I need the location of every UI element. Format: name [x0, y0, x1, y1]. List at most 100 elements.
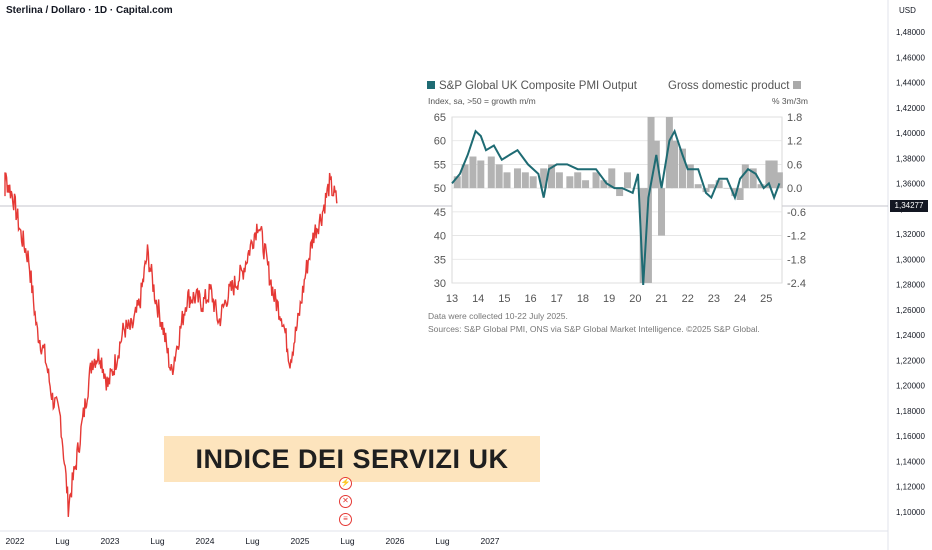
price-tick-label: 1,48000	[896, 28, 925, 37]
time-axis[interactable]: 2022 Lug 2023 Lug 2024 Lug 2025 Lug 2026 Lug 2027	[6, 536, 500, 546]
gdp-bar	[600, 180, 608, 189]
gdp-bar	[566, 176, 574, 189]
inset-year-tick: 24	[734, 293, 746, 305]
gdp-bar	[529, 176, 537, 189]
gdp-bar	[548, 164, 556, 189]
title-banner: INDICE DEI SERVIZI UK	[164, 436, 540, 482]
gdp-bar	[487, 156, 495, 189]
price-tick-label: 1,30000	[896, 255, 925, 264]
gdp-bar	[608, 168, 616, 189]
price-tick-label: 1,12000	[896, 483, 925, 492]
inset-year-tick: 19	[603, 293, 615, 305]
gdp-bar	[623, 172, 631, 189]
pmi-axis-tick: 50	[434, 183, 446, 195]
time-tick-label: Lug	[245, 536, 259, 546]
pmi-axis-tick: 35	[434, 254, 446, 266]
gdp-bar	[731, 188, 739, 197]
gdp-subtitle: % 3m/3m	[772, 96, 808, 106]
price-tick-label: 1,10000	[896, 508, 925, 517]
gdp-bar	[741, 164, 749, 189]
gdp-bar	[671, 140, 679, 189]
time-tick-label: Lug	[340, 536, 354, 546]
time-tick-label: Lug	[150, 536, 164, 546]
time-tick-label: 2025	[291, 536, 310, 546]
pmi-legend-swatch	[427, 81, 435, 89]
pmi-axis-tick: 55	[434, 159, 446, 171]
price-tick-label: 1,14000	[896, 457, 925, 466]
inset-year-tick: 14	[472, 293, 484, 305]
inset-year-tick: 21	[655, 293, 667, 305]
gdp-bar	[644, 188, 652, 283]
price-axis[interactable]: 1,48000 1,46000 1,44000 1,42000 1,40000 1,380…	[896, 28, 925, 517]
price-tick-label: 1,26000	[896, 306, 925, 315]
inset-year-tick: 23	[708, 293, 720, 305]
gdp-bar	[521, 172, 529, 189]
gdp-bar	[631, 188, 639, 189]
gbp-flag-icon[interactable]: ✕	[339, 495, 352, 508]
gdp-bar	[757, 184, 765, 189]
inset-year-tick: 15	[498, 293, 510, 305]
gdp-bar	[678, 148, 686, 189]
gdp-bar	[574, 172, 582, 189]
gdp-legend-label: Gross domestic product	[668, 80, 790, 92]
time-tick-label: 2027	[481, 536, 500, 546]
pmi-axis-tick: 60	[434, 136, 446, 148]
inset-footnote-date: Data were collected 10-22 July 2025.	[428, 311, 568, 321]
inset-footnote-sources: Sources: S&P Global PMI, ONS via S&P Glo…	[428, 324, 760, 334]
gdp-bar	[770, 160, 778, 189]
usd-flag-icon[interactable]: ≡	[339, 513, 352, 526]
gdp-bar	[707, 184, 715, 189]
gdp-bar	[647, 117, 655, 189]
time-tick-label: 2022	[6, 536, 25, 546]
inset-year-tick: 13	[446, 293, 458, 305]
gdp-bar	[749, 168, 757, 189]
price-tick-label: 1,16000	[896, 432, 925, 441]
pmi-subtitle: Index, sa, >50 = growth m/m	[428, 96, 536, 106]
gdp-bar	[665, 117, 673, 189]
gdp-bar	[513, 168, 521, 189]
chart-symbol-title[interactable]: Sterlina / Dollaro · 1D · Capital.com	[6, 5, 173, 16]
pmi-inset-chart: 65 60 55 50 45 40 35 30 1.8 1.2 0.6 0.0 -0.6 -1.2 -1.8…	[434, 112, 806, 305]
gdp-bar	[555, 172, 563, 189]
gdp-axis-tick: -1.2	[787, 231, 806, 243]
current-price-tag: 1,34277	[890, 200, 928, 212]
gdp-bar	[686, 164, 694, 189]
price-series-line	[4, 172, 338, 517]
gdp-axis-tick: 0.0	[787, 183, 802, 195]
gdp-axis-tick: 1.8	[787, 112, 802, 124]
price-tick-label: 1,40000	[896, 129, 925, 138]
currency-label[interactable]: USD	[899, 6, 916, 15]
gdp-axis-tick: -1.8	[787, 254, 806, 266]
gdp-bar	[723, 188, 731, 189]
time-tick-label: 2023	[101, 536, 120, 546]
gdp-bar	[639, 188, 647, 283]
gdp-bar	[582, 180, 590, 189]
pmi-legend-label: S&P Global UK Composite PMI Output	[439, 80, 637, 92]
gdp-bar	[715, 180, 723, 189]
price-tick-label: 1,42000	[896, 104, 925, 113]
price-tick-label: 1,32000	[896, 230, 925, 239]
pmi-legend: S&P Global UK Composite PMI Output	[427, 80, 637, 92]
price-tick-label: 1,18000	[896, 407, 925, 416]
gdp-legend-swatch	[793, 81, 802, 89]
price-tick-label: 1,36000	[896, 180, 925, 189]
inset-year-tick: 25	[760, 293, 772, 305]
inset-plot-area	[451, 116, 783, 284]
gdp-bar	[540, 168, 548, 189]
gdp-axis-tick: -2.4	[787, 278, 806, 290]
gdp-axis-tick: -0.6	[787, 207, 806, 219]
pmi-axis-tick: 45	[434, 207, 446, 219]
price-tick-label: 1,44000	[896, 79, 925, 88]
pmi-axis-tick: 30	[434, 278, 446, 290]
gdp-bar	[453, 176, 461, 189]
inset-year-tick: 16	[524, 293, 536, 305]
pmi-axis-tick: 65	[434, 112, 446, 124]
inset-year-tick: 17	[551, 293, 563, 305]
price-tick-label: 1,28000	[896, 281, 925, 290]
pmi-axis-tick: 40	[434, 231, 446, 243]
lightning-icon[interactable]: ⚡	[339, 477, 352, 490]
gdp-legend: Gross domestic product	[668, 80, 802, 92]
time-tick-label: Lug	[55, 536, 69, 546]
price-tick-label: 1,38000	[896, 154, 925, 163]
